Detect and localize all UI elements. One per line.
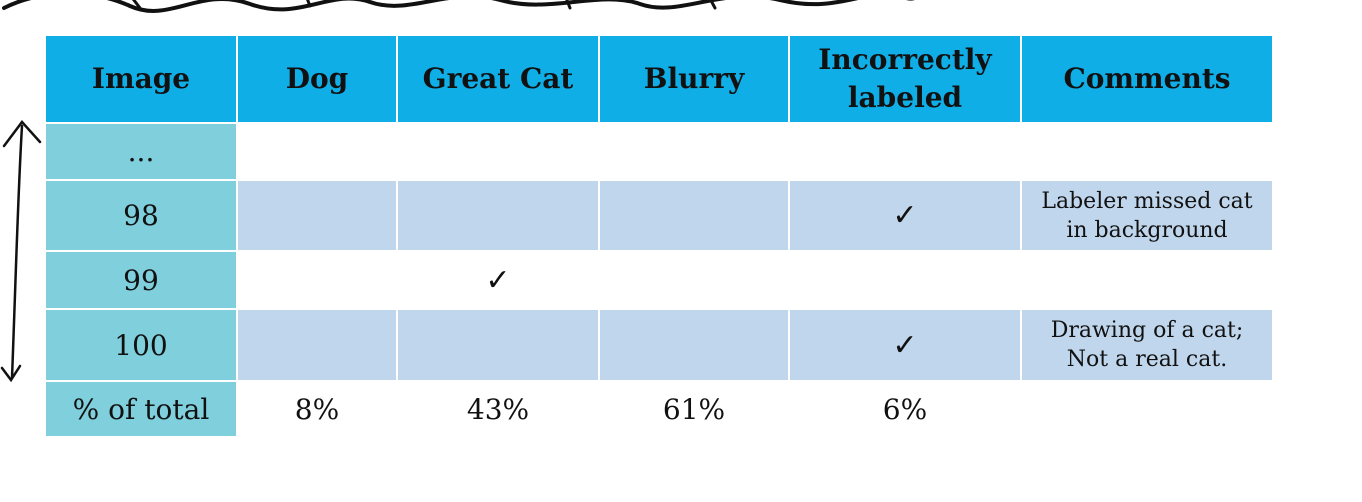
header-incorrectly-line-2: labeled [847,81,963,114]
row-incorrectly-labeled-cell: ✓ [788,308,1022,382]
totals-blurry: 61% [598,380,790,438]
row-comment-line-1: Drawing of a cat; [1050,318,1244,343]
row-dog-cell [236,250,398,310]
row-comment-cell [1020,250,1274,310]
row-comment-cell: Labeler missed cat in background [1020,179,1274,252]
row-dog-cell [236,308,398,382]
header-incorrectly-line-1: Incorrectly [818,43,992,76]
totals-dog: 8% [236,380,398,438]
title-fragment-handwriting [0,0,940,14]
header-incorrectly-labeled: Incorrectly labeled [788,34,1022,124]
row-great-cat-cell [396,179,600,252]
row-dog-cell [236,122,398,181]
checkmark-icon: ✓ [892,327,918,363]
header-blurry: Blurry [598,34,790,124]
header-comments: Comments [1020,34,1274,124]
row-comment-line-2: Not a real cat. [1066,347,1228,372]
row-great-cat-cell [396,308,600,382]
totals-great-cat: 43% [396,380,600,438]
totals-row: % of total 8% 43% 61% 6% [44,380,1274,438]
row-comment-line-2: in background [1066,217,1228,243]
table-row: 100 ✓ Drawing of a cat; Not a real cat. [44,308,1274,382]
handwriting-scribble-icon [2,0,915,13]
row-incorrectly-labeled-cell [788,250,1022,310]
row-comment-cell [1020,122,1274,181]
header-image: Image [44,34,238,124]
row-blurry-cell [598,122,790,181]
header-great-cat: Great Cat [396,34,600,124]
row-comment-cell: Drawing of a cat; Not a real cat. [1020,308,1274,382]
row-blurry-cell [598,179,790,252]
row-comment-line-1: Labeler missed cat [1041,188,1253,214]
table-row: 98 ✓ Labeler missed cat in background [44,179,1274,252]
row-incorrectly-labeled-cell: ✓ [788,179,1022,252]
checkmark-icon: ✓ [485,262,511,298]
row-blurry-cell [598,308,790,382]
totals-label: % of total [44,380,238,438]
checkmark-icon: ✓ [892,198,918,233]
row-image-cell: 98 [44,179,238,252]
row-incorrectly-labeled-cell [788,122,1022,181]
error-analysis-table: Image Dog Great Cat Blurry Incorrectly l… [44,34,1274,438]
header-dog: Dog [236,34,398,124]
row-great-cat-cell [396,122,600,181]
row-image-cell: 99 [44,250,238,310]
row-image-cell: 100 [44,308,238,382]
double-arrow-icon [0,112,44,390]
row-great-cat-cell: ✓ [396,250,600,310]
row-image-cell: ... [44,122,238,181]
header-row: Image Dog Great Cat Blurry Incorrectly l… [44,34,1274,124]
totals-comments [1020,380,1274,438]
totals-incorrectly-labeled: 6% [788,380,1022,438]
table-row: ... [44,122,1274,181]
row-blurry-cell [598,250,790,310]
row-dog-cell [236,179,398,252]
table-row: 99 ✓ [44,250,1274,310]
